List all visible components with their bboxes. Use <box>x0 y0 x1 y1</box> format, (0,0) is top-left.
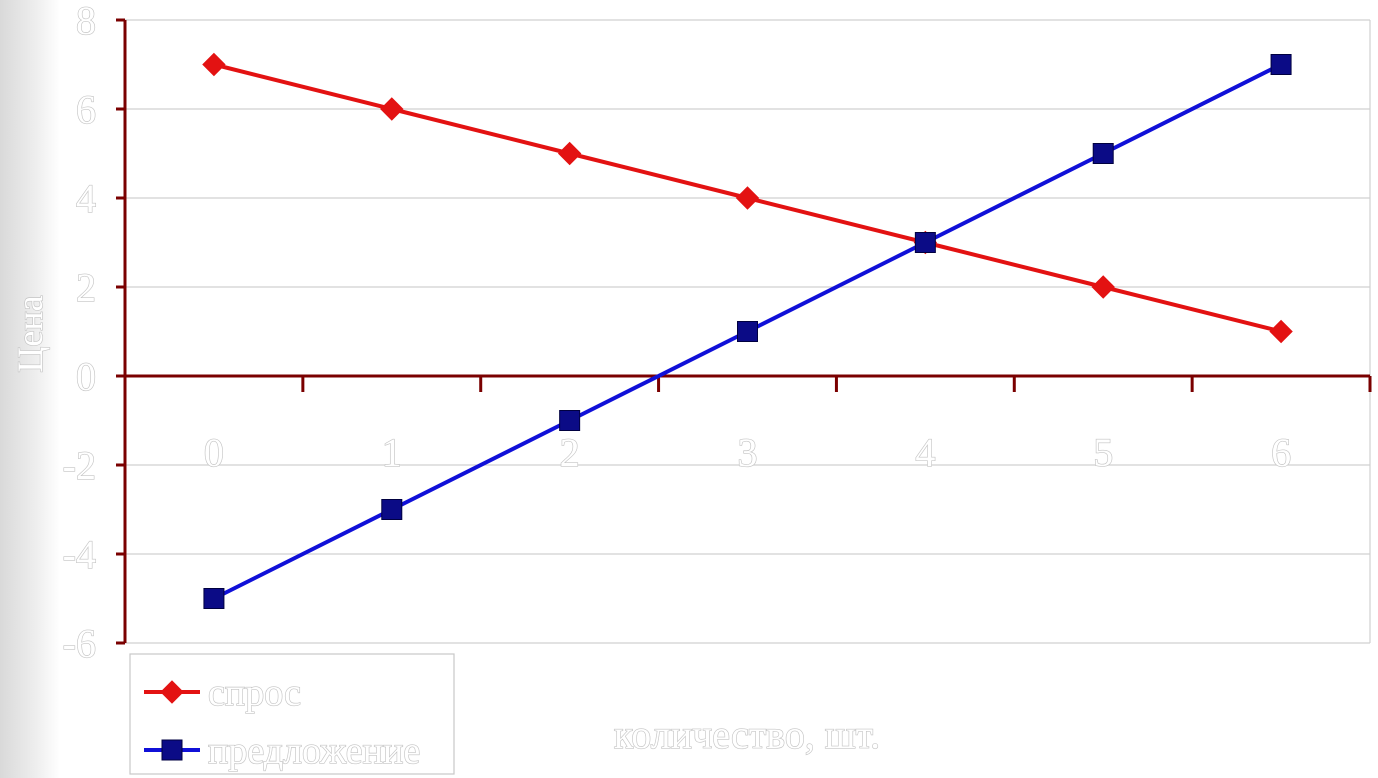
x-tick-labels: 0 1 2 3 4 5 6 <box>203 429 1291 475</box>
x-tick-label: 4 <box>915 430 935 475</box>
legend-item-1: предложение <box>144 729 421 773</box>
x-tick-label: 1 <box>382 430 402 475</box>
y-tick-label: 6 <box>76 87 96 132</box>
series-0 <box>202 52 1293 344</box>
data-point-1-5 <box>1092 143 1114 164</box>
legend-label: предложение <box>208 730 420 772</box>
left-shade <box>0 0 60 778</box>
data-point-0-1 <box>380 97 404 121</box>
legend-label: спрос <box>208 672 301 714</box>
y-tick-label: 2 <box>76 265 96 310</box>
series <box>202 52 1293 609</box>
x-axis-label: количество, шт. <box>614 712 880 757</box>
y-tick-label: 4 <box>76 176 96 221</box>
data-point-0-3 <box>735 186 760 210</box>
data-point-0-6 <box>1269 319 1293 344</box>
data-point-0-0 <box>202 52 226 77</box>
data-point-1-4 <box>914 232 936 253</box>
axes <box>116 18 1372 645</box>
legend-box <box>129 653 455 775</box>
data-point-1-0 <box>203 588 225 609</box>
y-axis-label: Цена <box>10 295 50 372</box>
y-tick-label: 8 <box>76 0 96 43</box>
data-point-1-3 <box>737 321 758 342</box>
legend-marker <box>161 739 183 761</box>
data-point-1-1 <box>381 499 403 520</box>
x-tick-label: 6 <box>1271 430 1291 475</box>
y-tick-labels: -6 -4 -2 0 2 4 6 8 <box>62 0 97 667</box>
y-tick-label: -2 <box>63 443 96 488</box>
y-tick-label: 0 <box>76 354 96 399</box>
legend-item-0: спрос <box>144 671 302 715</box>
legend-marker <box>160 680 184 704</box>
legend: спрос предложение <box>129 653 455 775</box>
data-point-1-2 <box>559 410 581 431</box>
x-tick-label: 0 <box>204 430 224 475</box>
x-tick-label: 2 <box>560 430 580 475</box>
y-tick-label: -4 <box>63 532 96 577</box>
x-tick-label: 3 <box>738 430 758 475</box>
x-tick-label: 5 <box>1093 430 1113 475</box>
data-point-0-2 <box>557 141 582 166</box>
data-point-0-5 <box>1091 275 1115 299</box>
series-1 <box>203 54 1292 609</box>
data-point-1-6 <box>1270 54 1292 75</box>
y-tick-label: -6 <box>63 621 96 666</box>
